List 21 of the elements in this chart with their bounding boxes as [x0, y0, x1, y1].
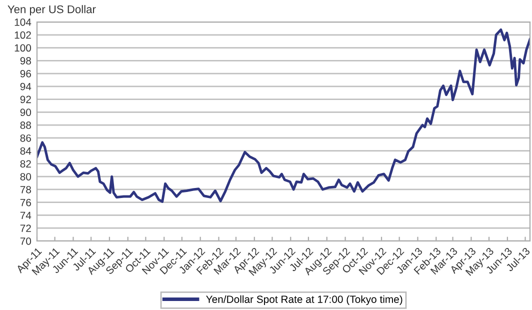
y-tick-label: 88 — [20, 122, 31, 129]
line-series — [37, 28, 530, 203]
y-tick-label: 90 — [20, 108, 32, 116]
y-tick-label: 102 — [14, 31, 31, 39]
y-axis-title: Yen per US Dollar — [8, 5, 96, 16]
y-tick-label: 74 — [20, 212, 32, 220]
y-tick-label: 76 — [20, 198, 31, 206]
y-tick-label: 86 — [20, 134, 31, 142]
y-tick-label: 72 — [20, 224, 31, 232]
y-tick-label: 82 — [20, 160, 31, 168]
y-tick-label: 94 — [20, 82, 32, 90]
legend-label: Yen/Dollar Spot Rate at 17:00 (Tokyo time) — [206, 295, 402, 306]
y-tick-label: 70 — [20, 238, 32, 245]
y-tick-label: 84 — [20, 147, 32, 155]
y-tick-label: 100 — [14, 44, 32, 52]
y-tick-label: 80 — [20, 173, 32, 180]
y-tick-label: 104 — [14, 18, 32, 26]
y-tick-label: 96 — [20, 70, 31, 78]
y-tick-label: 78 — [20, 186, 31, 194]
y-tick-label: 98 — [20, 57, 31, 65]
y-tick-label: 92 — [20, 96, 31, 104]
